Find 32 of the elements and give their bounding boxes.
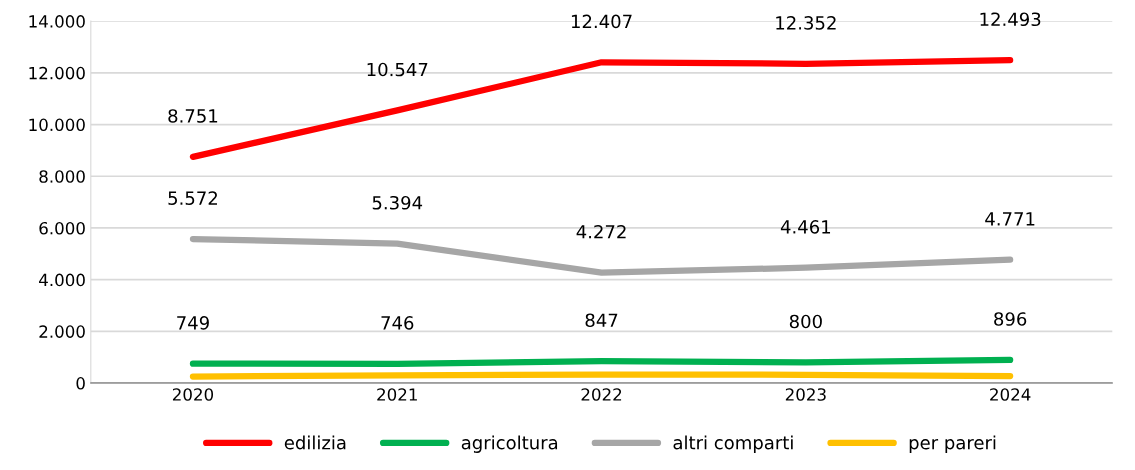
data-label: 12.407: [571, 14, 632, 29]
data-label: 4.272: [576, 224, 626, 239]
data-label: 10.547: [367, 62, 428, 77]
x-tick-label: 2020: [172, 388, 214, 401]
y-tick-label: 8.000: [39, 170, 85, 183]
y-tick-label: 12.000: [29, 66, 85, 80]
data-label: 749: [177, 315, 209, 330]
x-tick-label: 2023: [785, 388, 826, 401]
data-label: 12.352: [776, 16, 836, 30]
y-tick-label: 6.000: [39, 221, 85, 235]
y-tick-label: 10.000: [29, 118, 85, 132]
legend-label: edilizia: [284, 435, 346, 450]
data-label: 8.751: [168, 109, 218, 123]
data-label: 12.493: [980, 12, 1041, 27]
legend-label: agricoltura: [461, 435, 558, 453]
data-label: 847: [585, 313, 618, 328]
legend-label: per pareri: [909, 435, 996, 453]
data-label: 5.394: [372, 195, 423, 210]
x-tick-label: 2021: [377, 388, 417, 401]
data-label: 746: [381, 316, 414, 330]
data-label: 5.572: [168, 191, 217, 205]
data-label: 4.771: [985, 212, 1035, 226]
y-tick-label: 0: [76, 377, 85, 390]
data-label: 800: [789, 314, 822, 329]
y-tick-label: 4.000: [39, 273, 85, 287]
legend-label: altri comparti: [673, 435, 793, 453]
data-label: 896: [994, 312, 1027, 326]
y-tick-label: 2.000: [39, 325, 85, 338]
x-tick-label: 2022: [581, 388, 622, 401]
y-tick-label: 14.000: [29, 15, 85, 28]
data-label: 4.461: [780, 220, 831, 234]
x-tick-label: 2024: [990, 388, 1031, 401]
